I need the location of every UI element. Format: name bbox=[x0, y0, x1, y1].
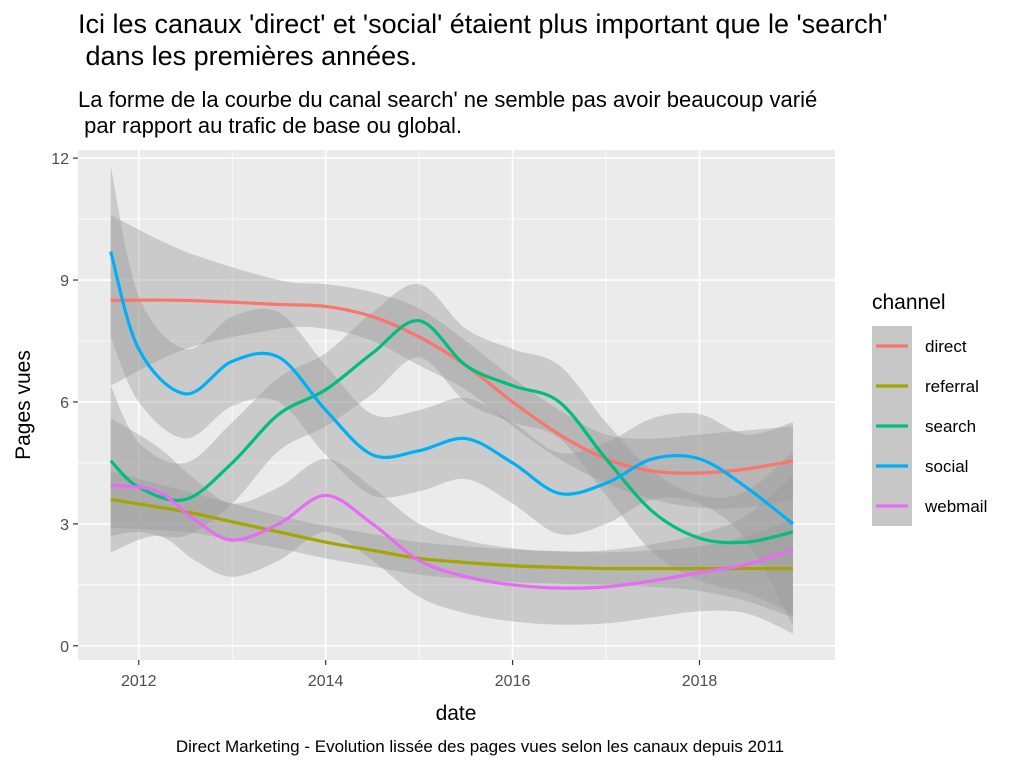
line-social bbox=[109, 251, 794, 526]
y-axis: 0 3 6 9 12 bbox=[51, 151, 78, 656]
grid-minor bbox=[78, 150, 835, 660]
band-webmail bbox=[110, 418, 793, 634]
chart-title: Ici les canaux 'direct' et 'social' étai… bbox=[78, 9, 888, 71]
y-tick-label: 9 bbox=[60, 273, 69, 290]
x-axis-title: date bbox=[436, 702, 477, 725]
x-tick-label: 2014 bbox=[308, 673, 344, 690]
x-tick-label: 2012 bbox=[121, 673, 157, 690]
y-tick-label: 0 bbox=[60, 639, 69, 656]
line-referral bbox=[110, 497, 793, 571]
line-direct bbox=[110, 298, 794, 475]
y-tick-label: 12 bbox=[51, 151, 69, 168]
x-tick-label: 2016 bbox=[495, 673, 531, 690]
line-search bbox=[109, 319, 794, 545]
grid-major bbox=[78, 150, 835, 660]
legend-title: channel bbox=[872, 291, 946, 314]
band-direct bbox=[110, 215, 793, 509]
legend: channel direct referral search social webmai… bbox=[872, 291, 987, 526]
chart-caption: Direct Marketing - Evolution lissée des … bbox=[175, 737, 785, 756]
y-tick-label: 6 bbox=[60, 395, 69, 412]
y-axis-title: Pages vues bbox=[12, 350, 35, 460]
legend-label-search: search bbox=[925, 417, 976, 436]
y-tick-label: 3 bbox=[60, 517, 69, 534]
line-webmail bbox=[110, 483, 794, 590]
band-social bbox=[110, 166, 793, 626]
legend-label-referral: referral bbox=[925, 377, 979, 396]
series-lines bbox=[109, 251, 794, 590]
band-referral bbox=[110, 471, 793, 618]
x-axis: 2012 2014 2016 2018 bbox=[121, 660, 717, 690]
legend-label-direct: direct bbox=[925, 337, 967, 356]
legend-label-webmail: webmail bbox=[924, 497, 987, 516]
chart-subtitle: La forme de la courbe du canal search' n… bbox=[78, 87, 818, 138]
x-tick-label: 2018 bbox=[682, 673, 718, 690]
legend-label-social: social bbox=[925, 457, 968, 476]
